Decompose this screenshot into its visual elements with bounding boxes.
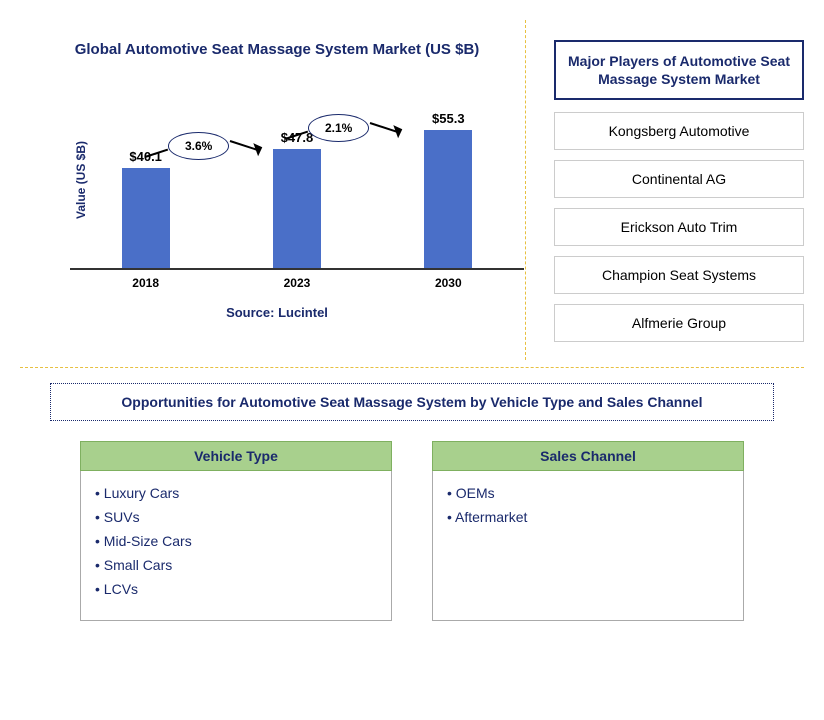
opportunities-section: Opportunities for Automotive Seat Massag…: [20, 383, 804, 621]
horizontal-divider: [20, 367, 804, 368]
player-item: Erickson Auto Trim: [554, 208, 804, 246]
player-item: Champion Seat Systems: [554, 256, 804, 294]
chart-section: Global Automotive Seat Massage System Ma…: [20, 20, 534, 330]
bar-group: $47.8 2023: [257, 130, 337, 268]
opp-column-header: Sales Channel: [432, 441, 744, 471]
opp-list: OEMs Aftermarket: [432, 471, 744, 621]
opp-item: SUVs: [95, 505, 377, 529]
player-item: Alfmerie Group: [554, 304, 804, 342]
players-section: Major Players of Automotive Seat Massage…: [554, 20, 804, 352]
opp-item: Aftermarket: [447, 505, 729, 529]
bar-group: $55.3 2030: [408, 111, 488, 268]
opp-item: Mid-Size Cars: [95, 529, 377, 553]
bar: [122, 168, 170, 268]
opportunity-column: Sales Channel OEMs Aftermarket: [432, 441, 744, 621]
opportunities-header: Opportunities for Automotive Seat Massag…: [50, 383, 774, 421]
growth-bubble-1: 3.6%: [168, 132, 229, 160]
bar-group: $40.1 2018: [106, 149, 186, 268]
bar-year-label: 2023: [284, 276, 311, 290]
chart-title: Global Automotive Seat Massage System Ma…: [30, 40, 524, 60]
source-label: Source: Lucintel: [30, 305, 524, 320]
player-item: Kongsberg Automotive: [554, 112, 804, 150]
opp-item: Luxury Cars: [95, 481, 377, 505]
opp-column-header: Vehicle Type: [80, 441, 392, 471]
opportunity-column: Vehicle Type Luxury Cars SUVs Mid-Size C…: [80, 441, 392, 621]
player-item: Continental AG: [554, 160, 804, 198]
bar: [424, 130, 472, 268]
bar-year-label: 2030: [435, 276, 462, 290]
growth-bubble-2: 2.1%: [308, 114, 369, 142]
opp-item: LCVs: [95, 577, 377, 601]
opp-item: Small Cars: [95, 553, 377, 577]
chart-area: Value (US $B) 3.6% 2.1% $40.1 2018 $47.8: [70, 90, 524, 270]
top-row: Global Automotive Seat Massage System Ma…: [20, 20, 804, 352]
bar: [273, 149, 321, 268]
bar-value: $55.3: [432, 111, 465, 126]
growth-arrow-head-2: [393, 122, 404, 138]
opp-list: Luxury Cars SUVs Mid-Size Cars Small Car…: [80, 471, 392, 621]
bar-year-label: 2018: [132, 276, 159, 290]
bars-container: 3.6% 2.1% $40.1 2018 $47.8 2023: [70, 120, 524, 270]
opp-item: OEMs: [447, 481, 729, 505]
opportunity-columns: Vehicle Type Luxury Cars SUVs Mid-Size C…: [20, 441, 804, 621]
players-header: Major Players of Automotive Seat Massage…: [554, 40, 804, 100]
